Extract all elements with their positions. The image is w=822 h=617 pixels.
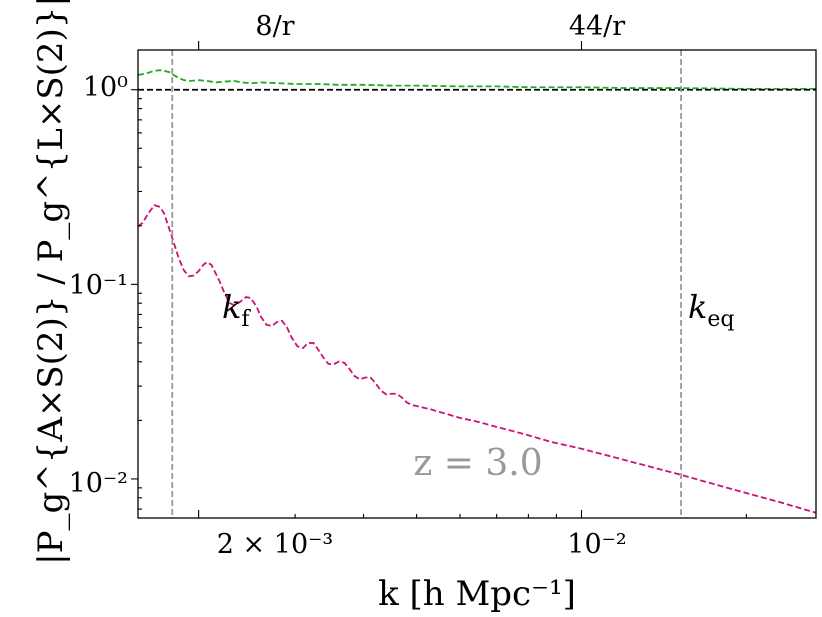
redshift-annotation: z = 3.0 <box>413 443 542 484</box>
y-axis-label: |P_g^{A×S(2)} / P_g^{L×S(2)}| <box>31 0 71 565</box>
series-line-2 <box>137 204 817 514</box>
x-tick-label-0: 2 × 10⁻³ <box>217 529 333 560</box>
top-tick-label-0: 8/r <box>255 11 294 42</box>
vline-label-kf-sub: f <box>241 307 251 332</box>
series-line-0 <box>137 69 816 90</box>
top-tick-label-1: 44/r <box>569 11 625 42</box>
tick-layer <box>131 41 747 518</box>
x-tick-label-1: 10⁻² <box>567 529 626 560</box>
vline-label-keq-main: k <box>688 288 707 326</box>
vline-label-keq: keq <box>688 288 735 332</box>
x-axis-label: k [h Mpc⁻¹] <box>378 574 576 614</box>
y-tick-label-1: 10⁻¹ <box>69 270 128 301</box>
series-layer <box>137 69 817 514</box>
vline-label-kf: kf <box>222 288 251 332</box>
y-tick-label-0: 10⁰ <box>83 72 128 103</box>
vline-layer <box>171 50 682 518</box>
vline-label-keq-sub: eq <box>707 307 734 332</box>
vline-label-kf-main: k <box>222 288 241 326</box>
y-tick-label-2: 10⁻² <box>69 468 128 499</box>
